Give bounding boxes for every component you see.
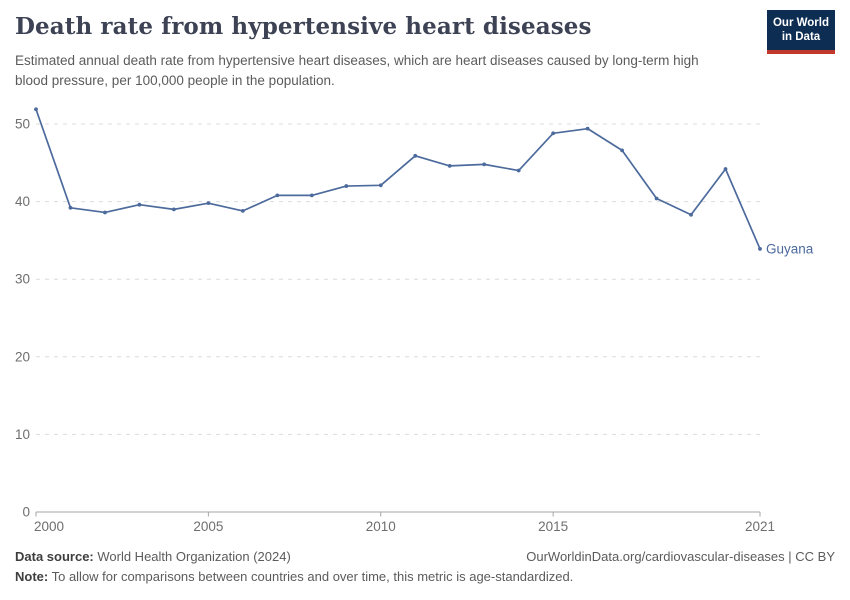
data-point[interactable] [344, 184, 349, 188]
chart-header: Death rate from hypertensive heart disea… [15, 10, 835, 90]
chart-subtitle: Estimated annual death rate from hyperte… [15, 53, 699, 88]
data-point[interactable] [482, 162, 487, 167]
x-tick-label: 2000 [34, 519, 64, 534]
data-point[interactable] [240, 209, 245, 213]
x-tick-label: 2015 [538, 519, 568, 534]
data-point[interactable] [137, 202, 142, 207]
y-tick-label: 0 [22, 505, 30, 520]
owid-url-text: OurWorldinData.org/cardiovascular-diseas… [526, 549, 835, 564]
data-source-text: Data source: World Health Organization (… [15, 547, 291, 567]
x-tick-label: 2005 [193, 519, 223, 534]
data-point[interactable] [309, 193, 314, 198]
footer-source-row: Data source: World Health Organization (… [15, 547, 835, 567]
data-point[interactable] [516, 168, 521, 173]
data-point[interactable] [275, 193, 280, 198]
x-tick-label: 2010 [366, 519, 396, 534]
data-point[interactable] [758, 247, 762, 251]
data-point[interactable] [172, 207, 176, 212]
data-source-value: World Health Organization (2024) [93, 549, 291, 564]
data-point[interactable] [413, 153, 418, 158]
note-label: Note: [15, 569, 49, 585]
logo-line2: in Data [781, 31, 821, 44]
data-point[interactable] [34, 107, 38, 112]
y-tick-label: 20 [15, 349, 30, 364]
chart-footer: Data source: World Health Organization (… [15, 547, 835, 587]
data-point[interactable] [68, 205, 73, 210]
note-value: To allow for comparisons between countri… [48, 569, 574, 585]
data-point[interactable] [551, 131, 556, 136]
data-point[interactable] [654, 196, 659, 201]
note-text: Note: To allow for comparisons between c… [15, 569, 573, 584]
data-point[interactable] [206, 201, 211, 206]
data-source-label: Data source: [15, 549, 94, 564]
y-tick-label: 40 [15, 194, 30, 209]
data-point[interactable] [689, 212, 693, 217]
data-point[interactable] [447, 164, 452, 168]
footer-note-row: Note: To allow for comparisons between c… [15, 567, 835, 587]
y-tick-label: 50 [15, 117, 30, 132]
y-tick-label: 30 [15, 272, 30, 287]
data-point[interactable] [585, 126, 590, 131]
y-tick-label: 10 [15, 427, 30, 442]
data-line[interactable] [35, 108, 761, 250]
data-point[interactable] [103, 210, 107, 215]
data-point[interactable] [620, 148, 624, 153]
data-point[interactable] [378, 183, 383, 188]
entity-label: Guyana [766, 241, 814, 256]
page-title: Death rate from hypertensive heart disea… [15, 13, 592, 40]
x-tick-label: 2021 [745, 519, 775, 534]
data-point[interactable] [723, 167, 728, 171]
logo-line1: Our World [772, 17, 829, 29]
owid-logo: Our World in Data [767, 10, 835, 54]
